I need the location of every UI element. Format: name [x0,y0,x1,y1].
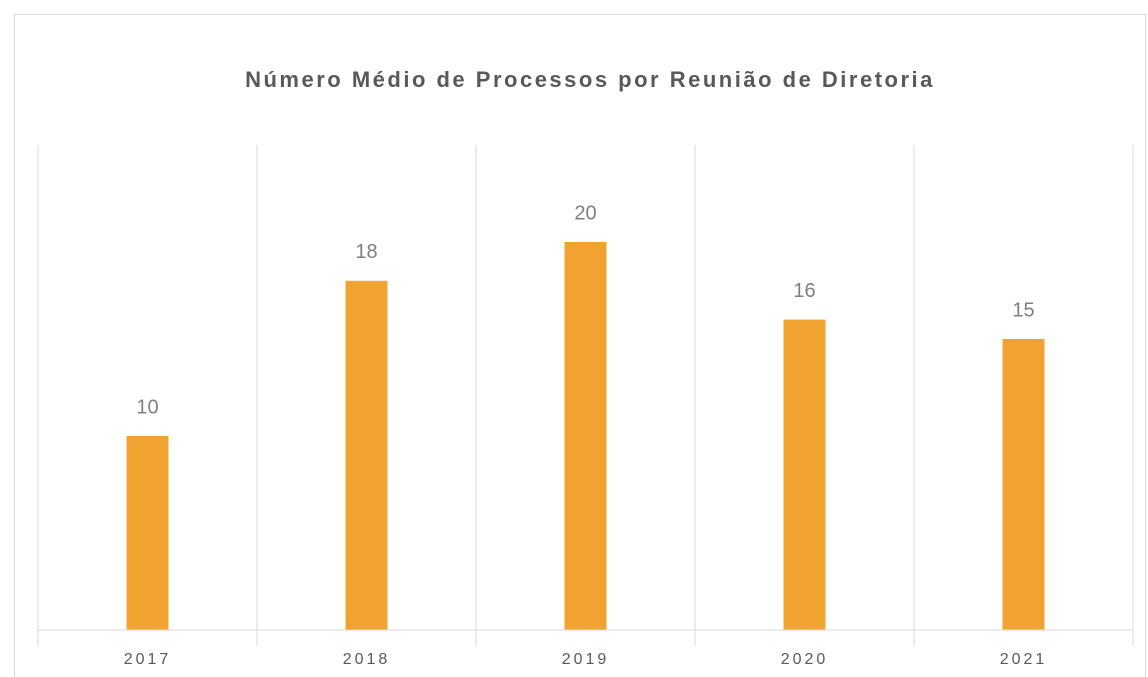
bar [126,436,169,630]
bar [345,280,388,630]
x-tick-label: 2018 [343,651,391,668]
x-tick-label: 2017 [124,651,172,668]
data-label: 10 [136,396,158,418]
bar [783,319,826,630]
data-label: 18 [355,241,377,263]
data-label: 16 [793,280,815,302]
bar [564,242,607,630]
x-tick-label: 2021 [1000,651,1048,668]
data-label: 15 [1012,299,1034,321]
bar [1002,339,1045,630]
chart-title: Número Médio de Processos por Reunião de… [245,67,935,92]
data-label: 20 [574,202,596,224]
x-tick-label: 2019 [562,651,610,668]
x-tick-label: 2020 [781,651,829,668]
